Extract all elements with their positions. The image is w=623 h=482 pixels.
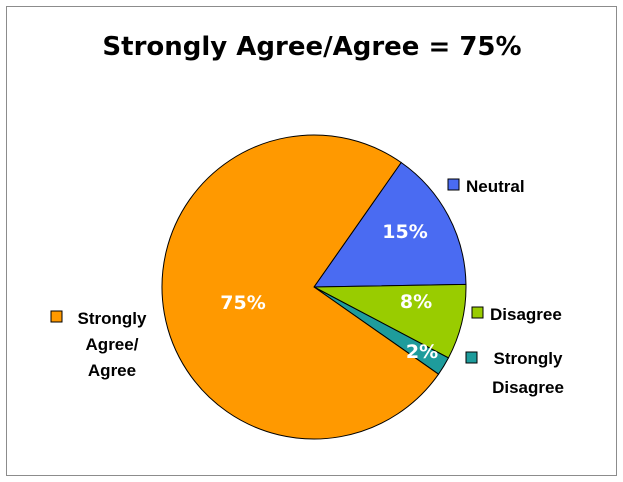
legend-label-strongly-agree-agree: Strongly [78, 309, 147, 328]
chart-title: Strongly Agree/Agree = 75% [102, 32, 521, 62]
legend-label-disagree: Disagree [490, 305, 562, 324]
legend-label-strongly-agree-agree: Agree/ [86, 335, 139, 354]
legend-label-strongly-disagree: Disagree [492, 378, 564, 397]
legend-swatch-strongly-agree-agree [50, 310, 63, 323]
legend-swatch-strongly-disagree [465, 351, 478, 364]
legend-label-neutral: Neutral [466, 177, 525, 196]
slice-strongly-agree-agree [161, 134, 440, 440]
legend-label-strongly-agree-agree: Agree [88, 361, 136, 380]
data-label-strongly-disagree: 2% [406, 341, 438, 363]
slice-neutral [313, 161, 467, 288]
data-label-disagree: 8% [400, 291, 432, 313]
data-label-strongly-agree-agree: 75% [220, 292, 265, 314]
legend-swatch-disagree [471, 306, 484, 319]
legend-swatch-neutral [447, 178, 460, 191]
legend-label-strongly-disagree: Strongly [494, 349, 563, 368]
data-label-neutral: 15% [382, 221, 427, 243]
